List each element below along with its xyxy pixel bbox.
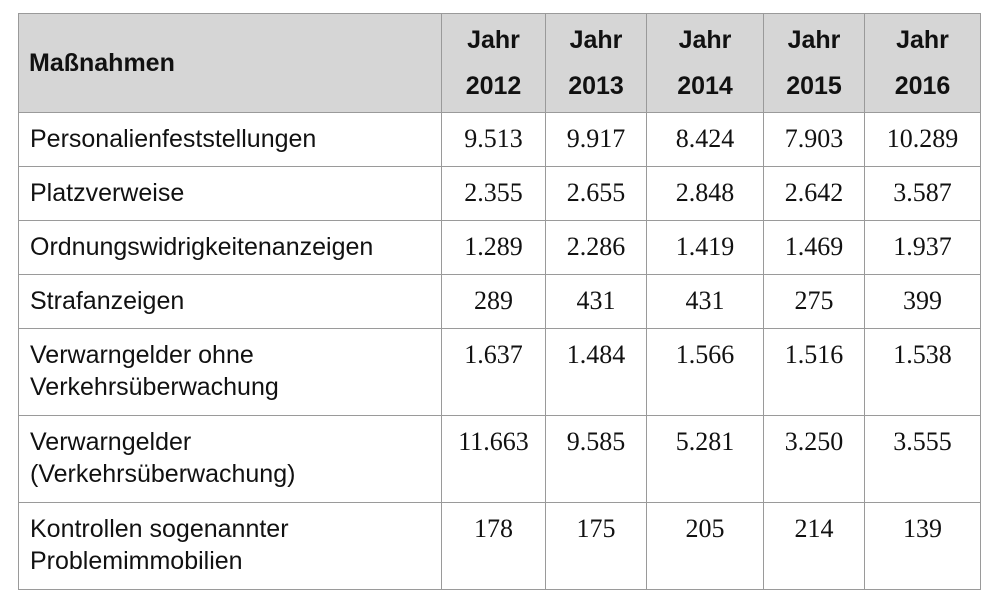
table-cell: 1.637 [441, 328, 546, 416]
table-cell: 2.286 [545, 220, 647, 275]
header-year-2013: Jahr 2013 [545, 13, 647, 113]
table-row: Verwarngelder ohne Verkehrsüberwachung 1.… [18, 328, 981, 416]
table-row: Kontrollen sogenannter Problemimmobilien … [18, 502, 981, 590]
header-row: Maßnahmen Jahr 2012 Jahr 2013 Jahr 2014 … [18, 13, 981, 113]
table-cell: 2.848 [646, 166, 764, 221]
table-cell: 214 [763, 502, 865, 590]
header-prefix: Jahr [467, 26, 520, 54]
row-label-line: Verwarngelder [30, 428, 192, 456]
table-row: Verwarngelder (Verkehrsüberwachung) 11.66… [18, 415, 981, 503]
table-cell: 2.642 [763, 166, 865, 221]
table-cell: 9.917 [545, 112, 647, 167]
row-label-line: (Verkehrsüberwachung) [30, 460, 296, 488]
table-row: Platzverweise 2.355 2.655 2.848 2.642 3.… [18, 166, 981, 221]
header-prefix: Jahr [896, 26, 949, 54]
header-year: 2014 [677, 72, 733, 100]
header-year: 2012 [465, 72, 522, 100]
row-label: Strafanzeigen [18, 274, 442, 329]
row-label-line: Ordnungswidrigkeitenanzeigen [30, 233, 374, 261]
table-cell: 2.655 [545, 166, 647, 221]
table-cell: 1.289 [441, 220, 546, 275]
header-prefix: Jahr [787, 26, 841, 54]
table-cell: 1.937 [864, 220, 981, 275]
table-row: Personalienfeststellungen 9.513 9.917 8.… [18, 112, 981, 167]
header-year-2014: Jahr 2014 [646, 13, 764, 113]
table-cell: 1.419 [646, 220, 764, 275]
header-year-2015: Jahr 2015 [763, 13, 865, 113]
table-cell: 7.903 [763, 112, 865, 167]
table-cell: 8.424 [646, 112, 764, 167]
row-label-line: Strafanzeigen [30, 287, 185, 315]
table-cell: 399 [864, 274, 981, 329]
row-label-line: Kontrollen sogenannter [30, 515, 289, 543]
table-cell: 1.538 [864, 328, 981, 416]
row-label: Verwarngelder (Verkehrsüberwachung) [18, 415, 442, 503]
table-cell: 139 [864, 502, 981, 590]
table-cell: 10.289 [864, 112, 981, 167]
row-label-line: Verwarngelder ohne [30, 341, 254, 369]
table-container: Maßnahmen Jahr 2012 Jahr 2013 Jahr 2014 … [18, 13, 981, 590]
table-row: Strafanzeigen 289 431 431 275 399 [18, 274, 981, 329]
header-prefix: Jahr [678, 26, 732, 54]
table-cell: 11.663 [441, 415, 546, 503]
table-cell: 175 [545, 502, 647, 590]
row-label-line: Platzverweise [30, 179, 185, 207]
row-label-line: Problemimmobilien [30, 547, 243, 575]
table-row: Ordnungswidrigkeitenanzeigen 1.289 2.286… [18, 220, 981, 275]
row-label: Platzverweise [18, 166, 442, 221]
header-prefix: Jahr [569, 26, 623, 54]
row-label-line: Personalienfeststellungen [30, 125, 317, 153]
header-year-2016: Jahr 2016 [864, 13, 981, 113]
header-label: Maßnahmen [29, 48, 175, 77]
header-year: 2015 [786, 72, 842, 100]
row-label: Personalienfeststellungen [18, 112, 442, 167]
table-cell: 1.484 [545, 328, 647, 416]
table-cell: 9.513 [441, 112, 546, 167]
table-cell: 3.587 [864, 166, 981, 221]
table-cell: 3.250 [763, 415, 865, 503]
table-cell: 1.469 [763, 220, 865, 275]
row-label: Verwarngelder ohne Verkehrsüberwachung [18, 328, 442, 416]
row-label: Ordnungswidrigkeitenanzeigen [18, 220, 442, 275]
table-cell: 205 [646, 502, 764, 590]
row-label-line: Verkehrsüberwachung [30, 373, 279, 401]
header-year-2012: Jahr 2012 [441, 13, 546, 113]
measures-table: Maßnahmen Jahr 2012 Jahr 2013 Jahr 2014 … [18, 13, 981, 590]
table-cell: 5.281 [646, 415, 764, 503]
table-cell: 3.555 [864, 415, 981, 503]
row-label: Kontrollen sogenannter Problemimmobilien [18, 502, 442, 590]
table-cell: 9.585 [545, 415, 647, 503]
table-cell: 2.355 [441, 166, 546, 221]
header-year: 2016 [894, 72, 951, 100]
table-cell: 1.516 [763, 328, 865, 416]
table-cell: 275 [763, 274, 865, 329]
header-year: 2013 [568, 72, 624, 100]
table-cell: 1.566 [646, 328, 764, 416]
table-cell: 289 [441, 274, 546, 329]
table-cell: 178 [441, 502, 546, 590]
header-measures: Maßnahmen [18, 13, 442, 113]
table-cell: 431 [646, 274, 764, 329]
table-cell: 431 [545, 274, 647, 329]
